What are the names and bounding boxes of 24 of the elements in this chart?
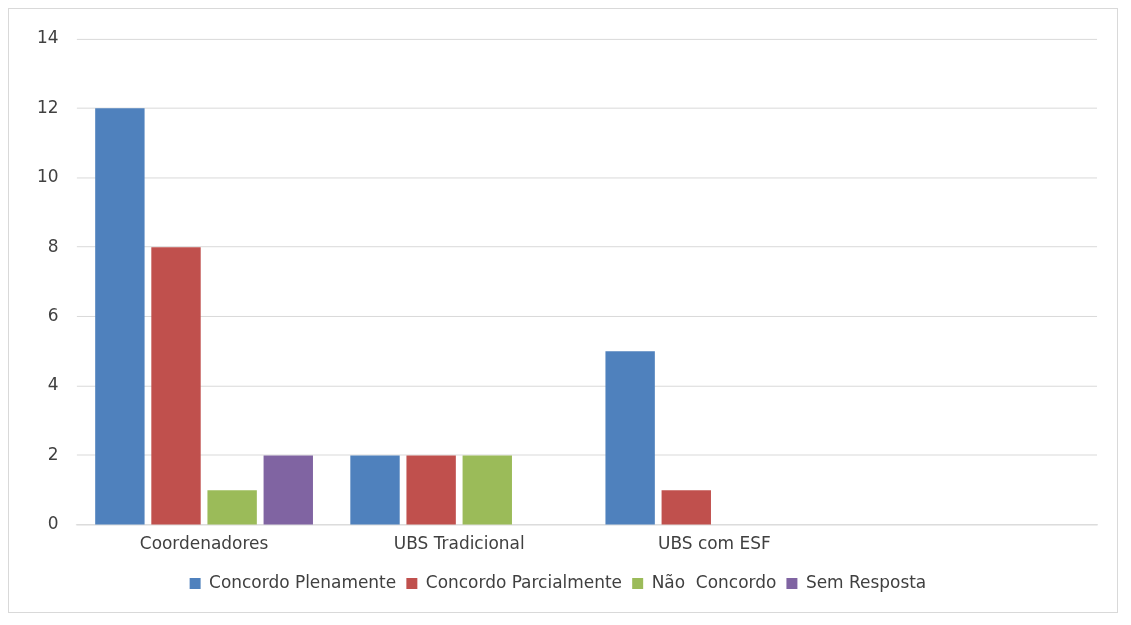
bar [95,108,145,525]
x-tick-label: Coordenadores [139,533,269,554]
legend-label: Sem Resposta [805,572,927,592]
legend-label: Não Concordo [651,572,777,592]
bar [350,455,400,525]
x-tick-label: UBS com ESF [657,533,771,554]
bar [661,490,711,525]
y-tick-label: 0 [47,513,59,534]
legend-label: Concordo Parcialmente [425,572,622,592]
legend-label: Concordo Plenamente [209,572,397,592]
y-tick-label: 2 [47,443,59,464]
bar [462,455,512,525]
bar [605,351,655,525]
bar [406,455,456,525]
y-tick-label: 10 [36,166,59,187]
bar [263,455,313,525]
bar [151,247,201,525]
bar [207,490,257,525]
y-tick-label: 4 [47,374,59,395]
y-tick-label: 6 [47,305,59,326]
x-tick-label: UBS Tradicional [393,533,525,554]
y-tick-label: 8 [47,235,59,256]
y-tick-label: 12 [36,96,59,117]
y-tick-label: 14 [36,27,59,48]
